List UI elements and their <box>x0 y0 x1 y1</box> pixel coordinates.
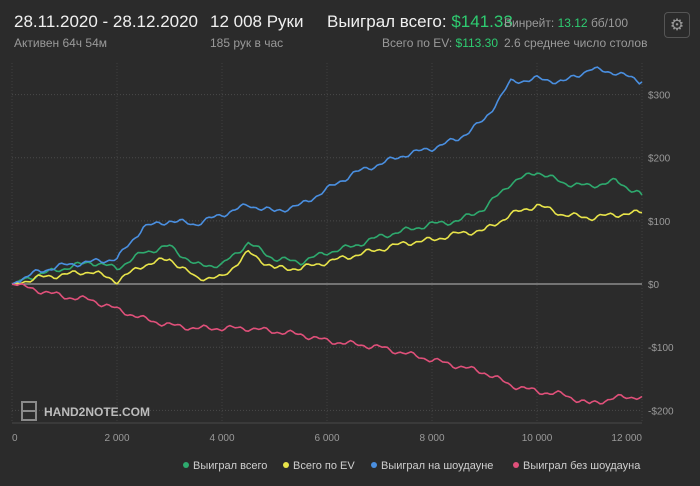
settings-button[interactable]: ⚙ <box>664 12 690 38</box>
legend-item[interactable]: Выиграл без шоудауна <box>523 460 641 472</box>
x-tick-label: 6 000 <box>314 433 339 444</box>
x-tick-label: 4 000 <box>209 433 234 444</box>
legend-marker <box>283 462 289 468</box>
watermark: HAND2NOTE.COM <box>21 401 150 421</box>
series-line-3 <box>11 283 643 405</box>
winrate-value: 13.12 <box>557 16 588 30</box>
x-tick-label: 12 000 <box>611 433 642 444</box>
series-line-2 <box>11 66 643 285</box>
y-tick-label: -$200 <box>648 406 674 417</box>
y-tick-labels: $300 $200 $100 $0 -$100 -$200 <box>648 91 674 418</box>
won-total-label: Выиграл всего: <box>327 12 447 31</box>
legend-marker <box>371 462 377 468</box>
ev-total: Всего по EV: $113.30 <box>382 36 498 50</box>
y-tick-label: $0 <box>648 280 660 291</box>
grid <box>11 63 643 424</box>
x-tick-label: 0 <box>12 433 18 444</box>
avg-tables: 2.6 среднее число столов <box>504 36 648 50</box>
legend-marker <box>513 462 519 468</box>
y-tick-label: $200 <box>648 154 671 165</box>
x-tick-label: 8 000 <box>419 433 444 444</box>
hands-count: 12 008 Руки <box>210 12 304 31</box>
active-time: Активен 64ч 54м <box>14 36 107 50</box>
series-lines <box>11 66 643 405</box>
series-line-1 <box>11 203 643 285</box>
winrate: Винрейт: 13.12 бб/100 <box>504 16 628 30</box>
y-tick-label: $100 <box>648 217 671 228</box>
legend-item[interactable]: Всего по EV <box>293 460 355 472</box>
won-total: Выиграл всего: $141.33 <box>327 12 513 32</box>
x-tick-labels: 0 2 000 4 000 6 000 8 000 10 000 12 000 <box>12 433 642 444</box>
legend: Выиграл всего Всего по EV Выиграл на шоуда… <box>183 460 641 472</box>
x-tick-label: 2 000 <box>104 433 129 444</box>
winrate-label: Винрейт: <box>504 16 555 30</box>
y-tick-label: -$100 <box>648 343 674 354</box>
y-tick-label: $300 <box>648 91 671 102</box>
series-line-0 <box>11 172 643 285</box>
winrate-unit: бб/100 <box>590 16 629 30</box>
legend-marker <box>183 462 189 468</box>
ev-total-label: Всего по EV: <box>382 36 453 50</box>
gear-icon: ⚙ <box>669 17 685 34</box>
hands-per-hour: 185 рук в час <box>210 36 284 50</box>
date-range: 28.11.2020 - 28.12.2020 <box>14 12 199 31</box>
won-total-value: $141.33 <box>451 12 513 31</box>
legend-item[interactable]: Выиграл всего <box>193 460 267 472</box>
ev-total-value: $113.30 <box>455 36 499 50</box>
x-tick-label: 10 000 <box>522 433 553 444</box>
watermark-text: HAND2NOTE.COM <box>44 405 150 419</box>
legend-item[interactable]: Выиграл на шоудауне <box>381 460 493 472</box>
